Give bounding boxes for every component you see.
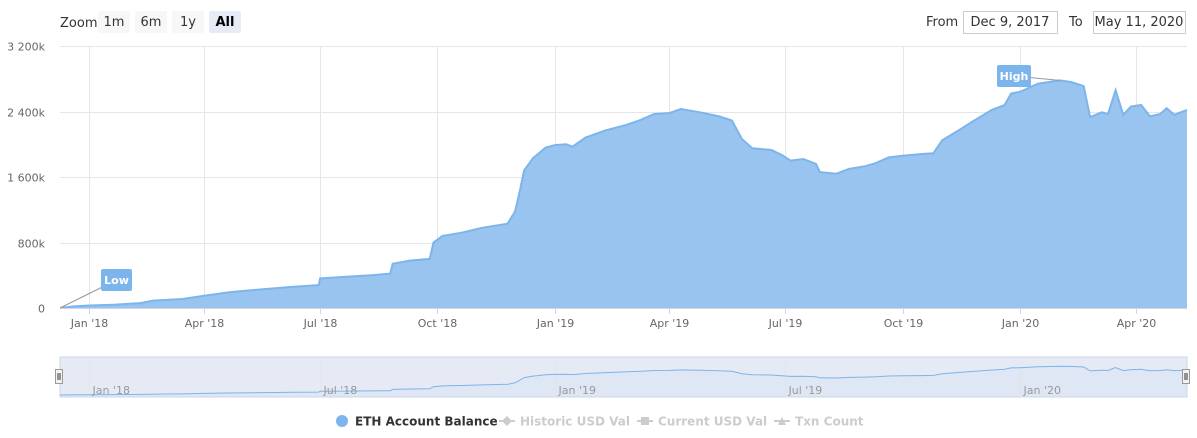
- series-line-eth-balance: [59, 79, 1188, 309]
- legend-symbol-square: [641, 417, 649, 425]
- navigator-area: [60, 366, 1187, 397]
- x-tick-label: Apr '20: [1117, 317, 1157, 330]
- y-tick-label: 2 400k: [7, 107, 45, 120]
- zoom-6m-label: 6m: [141, 15, 162, 30]
- navigator-line: [59, 365, 1188, 396]
- x-tick-label: Oct '19: [884, 317, 924, 330]
- from-date-value: Dec 9, 2017: [971, 15, 1050, 30]
- flag-low: Low: [59, 269, 132, 309]
- legend-label: Txn Count: [795, 415, 864, 429]
- legend-item-eth-account-balance[interactable]: ETH Account Balance: [336, 415, 498, 429]
- zoom-1y-label: 1y: [180, 15, 196, 30]
- navigator-series-layer: [59, 365, 1188, 397]
- legend-label: ETH Account Balance: [355, 415, 498, 429]
- navigator-grid: [89, 357, 1021, 397]
- navigator-handle-right[interactable]: [1182, 369, 1190, 384]
- legend-symbol-triangle: [778, 417, 786, 425]
- navigator-tick-label: Jan '18: [92, 384, 130, 397]
- y-tick-label: 1 600k: [7, 172, 45, 185]
- navigator[interactable]: Jan '18 Jul '18 Jan '19 Jul '19 Jan '20: [55, 356, 1190, 398]
- legend-item-current-usd-val[interactable]: Current USD Val: [637, 415, 767, 429]
- x-tick-label: Jan '20: [1001, 317, 1039, 330]
- legend-label: Current USD Val: [658, 415, 767, 429]
- svg-text:Low: Low: [104, 274, 129, 287]
- legend-label: Historic USD Val: [520, 415, 630, 429]
- zoom-1y-button[interactable]: 1y: [172, 11, 204, 33]
- zoom-6m-button[interactable]: 6m: [135, 11, 167, 33]
- legend: ETH Account Balance Historic USD Val Curre…: [336, 415, 864, 429]
- navigator-tick-label: Jul '18: [323, 384, 358, 397]
- range-selector: Zoom 1m 6m 1y All From Dec 9, 2017 To Ma…: [60, 11, 1186, 34]
- x-tick-label: Jan '19: [536, 317, 574, 330]
- from-date-input[interactable]: Dec 9, 2017: [963, 11, 1058, 34]
- x-tick-label: Apr '19: [650, 317, 690, 330]
- legend-item-historic-usd-val[interactable]: Historic USD Val: [499, 415, 630, 429]
- legend-symbol-diamond: [502, 416, 512, 426]
- x-tick-label: Jan '18: [70, 317, 108, 330]
- flag-high: High: [997, 65, 1060, 87]
- flags: Low High: [59, 65, 1060, 309]
- plot-area: 0 800k 1 600k 2 400k 3 200k Jan '18 Apr '18 Ju…: [7, 41, 1188, 330]
- legend-symbol-circle: [336, 415, 348, 427]
- to-date-input[interactable]: May 11, 2020: [1093, 11, 1186, 34]
- y-axis: 0 800k 1 600k 2 400k 3 200k: [7, 41, 45, 316]
- zoom-label: Zoom: [60, 16, 97, 31]
- to-label: To: [1068, 15, 1083, 30]
- navigator-tick-label: Jan '20: [1023, 384, 1061, 397]
- zoom-all-button[interactable]: All: [209, 11, 241, 33]
- to-date-value: May 11, 2020: [1095, 15, 1184, 30]
- svg-text:High: High: [1000, 70, 1029, 83]
- zoom-1m-label: 1m: [104, 15, 125, 30]
- zoom-all-label: All: [216, 15, 235, 30]
- x-axis: Jan '18 Apr '18 Jul '18 Oct '18 Jan '19 Apr '…: [70, 308, 1157, 330]
- navigator-ticks: Jan '18 Jul '18 Jan '19 Jul '19 Jan '20: [92, 384, 1061, 397]
- x-tick-label: Jul '18: [303, 317, 338, 330]
- from-label: From: [926, 15, 958, 30]
- zoom-1m-button[interactable]: 1m: [98, 11, 130, 33]
- navigator-tick-label: Jul '19: [788, 384, 823, 397]
- y-tick-label: 0: [38, 303, 45, 316]
- series-area-eth-balance: [60, 80, 1187, 309]
- navigator-handle-left[interactable]: [55, 369, 63, 384]
- legend-item-txn-count[interactable]: Txn Count: [774, 415, 864, 429]
- x-tick-label: Apr '18: [185, 317, 225, 330]
- y-tick-label: 3 200k: [7, 41, 45, 54]
- x-tick-label: Jul '19: [768, 317, 803, 330]
- series-layer: [59, 79, 1188, 309]
- navigator-tick-label: Jan '19: [558, 384, 596, 397]
- x-tick-label: Oct '18: [418, 317, 458, 330]
- y-tick-label: 800k: [18, 238, 46, 251]
